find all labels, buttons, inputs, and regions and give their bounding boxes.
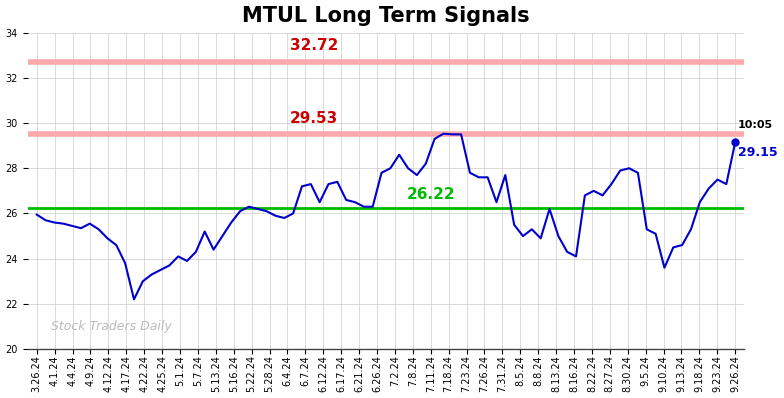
Text: 29.15: 29.15 [738, 146, 778, 159]
Text: 32.72: 32.72 [290, 38, 339, 53]
Text: 26.22: 26.22 [406, 187, 455, 202]
Text: 29.53: 29.53 [290, 111, 339, 127]
Text: Stock Traders Daily: Stock Traders Daily [51, 320, 172, 333]
Text: 10:05: 10:05 [738, 120, 773, 130]
Title: MTUL Long Term Signals: MTUL Long Term Signals [242, 6, 530, 25]
